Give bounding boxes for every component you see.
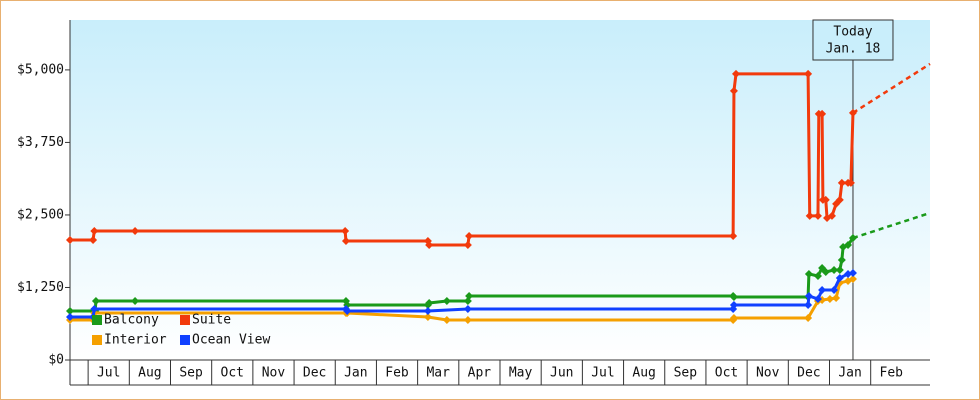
point — [804, 269, 813, 278]
y-tick-label: $0 — [48, 353, 64, 368]
point — [805, 211, 814, 220]
legend-swatch — [180, 335, 190, 345]
x-tick-label: Jul — [591, 366, 614, 381]
x-tick-label: Jun — [550, 366, 573, 381]
y-tick-label: $3,750 — [17, 135, 64, 150]
point — [832, 293, 841, 302]
point — [465, 292, 474, 301]
y-tick-label: $2,500 — [17, 207, 64, 222]
point — [844, 240, 853, 249]
x-tick-label: Dec — [797, 366, 820, 381]
point — [90, 305, 99, 313]
legend-swatch — [180, 315, 190, 325]
point — [465, 231, 474, 240]
point — [131, 226, 140, 235]
point — [804, 313, 813, 322]
legend-label: Balcony — [104, 313, 159, 328]
x-tick-label: Jan — [344, 366, 367, 381]
point — [729, 292, 738, 301]
point — [804, 292, 813, 301]
x-tick-label: Jul — [97, 366, 120, 381]
x-tick-label: Sep — [674, 366, 698, 381]
point — [343, 306, 352, 315]
point — [90, 226, 99, 235]
point — [66, 235, 74, 244]
point — [827, 211, 836, 220]
point — [830, 285, 839, 294]
point — [837, 178, 846, 187]
plot-area — [70, 20, 930, 360]
point — [463, 315, 472, 324]
point — [463, 240, 472, 249]
point — [341, 226, 350, 235]
x-tick-label: Mar — [426, 366, 450, 381]
legend-label: Ocean View — [192, 333, 270, 348]
point — [848, 108, 857, 117]
x-tick-label: Oct — [715, 366, 738, 381]
x-tick-label: Nov — [262, 366, 286, 381]
point — [813, 271, 822, 280]
legend-label: Interior — [104, 333, 167, 348]
x-tick-label: Nov — [756, 366, 780, 381]
x-tick-label: Aug — [138, 366, 161, 381]
legend-swatch — [92, 335, 102, 345]
x-tick-label: Dec — [303, 366, 326, 381]
x-tick-label: Sep — [179, 366, 203, 381]
point — [131, 296, 140, 305]
point — [341, 236, 350, 245]
point — [91, 296, 100, 305]
point — [89, 235, 98, 244]
point — [848, 233, 857, 242]
point — [835, 265, 844, 274]
x-tick-label: Jan — [838, 366, 861, 381]
point — [825, 294, 834, 303]
today-label: Today — [833, 25, 872, 40]
x-tick-label: Feb — [385, 366, 409, 381]
point — [66, 306, 74, 315]
point — [729, 86, 738, 95]
point — [830, 265, 839, 274]
y-tick-label: $5,000 — [17, 62, 64, 77]
point — [804, 69, 813, 78]
legend-label: Suite — [192, 313, 231, 328]
projection-line — [852, 62, 931, 114]
point — [66, 313, 74, 322]
point — [821, 267, 830, 276]
point — [729, 300, 738, 309]
projection-line — [852, 211, 931, 240]
point — [837, 255, 846, 264]
point — [818, 285, 827, 294]
point — [423, 313, 432, 322]
point — [835, 273, 844, 282]
point — [729, 313, 738, 322]
point — [813, 211, 822, 220]
today-label: Jan. 18 — [826, 42, 881, 57]
point — [442, 315, 451, 324]
point — [848, 268, 857, 277]
x-tick-label: Apr — [468, 366, 492, 381]
point — [732, 69, 741, 78]
today-box — [812, 19, 894, 61]
point — [835, 195, 844, 204]
x-tick-label: Oct — [221, 366, 244, 381]
point — [425, 298, 434, 307]
point — [804, 300, 813, 309]
point — [425, 240, 434, 249]
x-tick-label: May — [509, 366, 533, 381]
point — [818, 109, 827, 118]
point — [813, 294, 822, 303]
x-tick-label: Feb — [880, 366, 904, 381]
point — [463, 305, 472, 313]
y-tick-label: $1,250 — [17, 280, 64, 295]
point — [846, 178, 855, 187]
point — [423, 306, 432, 315]
point — [821, 195, 830, 204]
legend-swatch — [92, 315, 102, 325]
point — [848, 274, 857, 283]
point — [442, 296, 451, 305]
point — [729, 231, 738, 240]
x-tick-label: Aug — [632, 366, 655, 381]
